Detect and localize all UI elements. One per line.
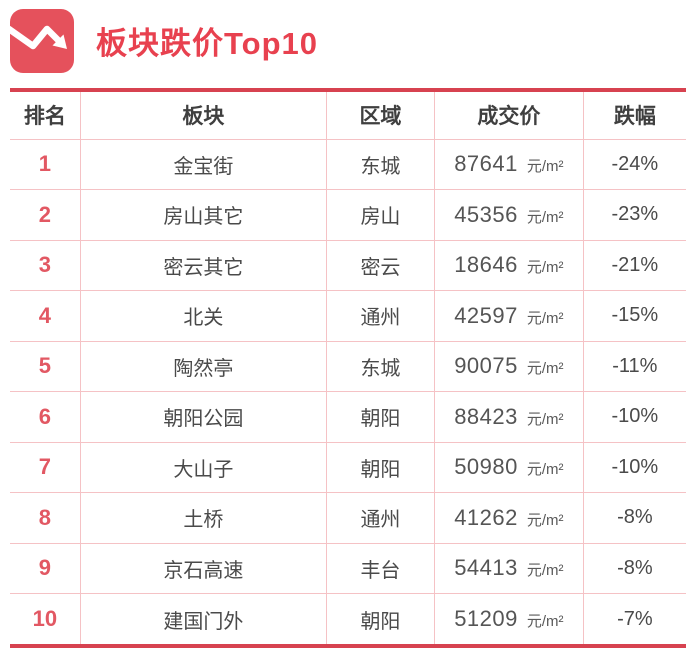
table-row: 1 金宝街 东城 87641 元/m² -24% bbox=[10, 139, 686, 190]
price-value: 54413 bbox=[454, 555, 518, 581]
drop-cell: -10% bbox=[583, 391, 686, 443]
rank-cell: 1 bbox=[10, 139, 81, 190]
rank-cell: 9 bbox=[10, 543, 81, 594]
page-title: 板块跌价Top10 bbox=[96, 26, 318, 61]
block-cell: 大山子 bbox=[80, 442, 327, 493]
price-unit: 元/m² bbox=[526, 309, 564, 327]
table-row: 9 京石高速 丰台 54413 元/m² -8% bbox=[10, 543, 686, 594]
price-cell: 18646 元/m² bbox=[434, 240, 584, 291]
drop-cell: -11% bbox=[583, 341, 686, 392]
price-cell: 88423 元/m² bbox=[434, 391, 584, 443]
price-unit: 元/m² bbox=[526, 208, 564, 226]
rank-cell: 7 bbox=[10, 442, 81, 493]
block-cell: 京石高速 bbox=[80, 543, 327, 594]
region-cell: 房山 bbox=[326, 189, 436, 241]
block-cell: 陶然亭 bbox=[80, 341, 327, 392]
rank-cell: 10 bbox=[10, 593, 81, 644]
page-header: 板块跌价Top10 bbox=[0, 0, 695, 73]
price-cell: 41262 元/m² bbox=[434, 492, 584, 544]
price-value: 87641 bbox=[454, 151, 518, 177]
block-cell: 金宝街 bbox=[80, 139, 327, 190]
price-value: 88423 bbox=[454, 403, 518, 429]
rank-cell: 3 bbox=[10, 240, 81, 291]
region-cell: 通州 bbox=[326, 492, 436, 544]
price-cell: 42597 元/m² bbox=[434, 290, 584, 342]
table-row: 4 北关 通州 42597 元/m² -15% bbox=[10, 290, 686, 342]
drop-cell: -8% bbox=[583, 492, 686, 544]
rank-cell: 5 bbox=[10, 341, 81, 392]
table-row: 3 密云其它 密云 18646 元/m² -21% bbox=[10, 240, 686, 291]
price-value: 90075 bbox=[454, 353, 518, 379]
price-value: 45356 bbox=[454, 201, 518, 227]
region-cell: 朝阳 bbox=[326, 442, 436, 493]
region-cell: 东城 bbox=[326, 139, 436, 190]
drop-cell: -8% bbox=[583, 543, 686, 594]
column-header-block: 板块 bbox=[80, 92, 327, 140]
price-value: 51209 bbox=[454, 606, 518, 631]
price-cell: 54413 元/m² bbox=[434, 543, 584, 594]
price-unit: 元/m² bbox=[526, 511, 564, 529]
price-unit: 元/m² bbox=[526, 613, 564, 630]
rank-cell: 4 bbox=[10, 290, 81, 342]
region-cell: 朝阳 bbox=[326, 593, 436, 644]
table-row: 2 房山其它 房山 45356 元/m² -23% bbox=[10, 189, 686, 241]
price-unit: 元/m² bbox=[526, 562, 564, 580]
drop-cell: -10% bbox=[583, 442, 686, 493]
drop-cell: -15% bbox=[583, 290, 686, 342]
table-row: 7 大山子 朝阳 50980 元/m² -10% bbox=[10, 442, 686, 493]
drop-cell: -23% bbox=[583, 189, 686, 241]
price-cell: 45356 元/m² bbox=[434, 189, 584, 241]
drop-cell: -24% bbox=[583, 139, 686, 190]
price-cell: 90075 元/m² bbox=[434, 341, 584, 392]
rank-cell: 6 bbox=[10, 391, 81, 443]
block-cell: 房山其它 bbox=[80, 189, 327, 241]
price-value: 42597 bbox=[454, 302, 518, 328]
block-cell: 建国门外 bbox=[80, 593, 327, 644]
column-header-price: 成交价 bbox=[434, 92, 584, 140]
price-cell: 87641 元/m² bbox=[434, 139, 584, 190]
column-header-region: 区域 bbox=[326, 92, 436, 140]
block-cell: 朝阳公园 bbox=[80, 391, 327, 443]
table-header-row: 排名 板块 区域 成交价 跌幅 bbox=[10, 92, 686, 140]
column-header-rank: 排名 bbox=[10, 92, 81, 140]
rank-cell: 2 bbox=[10, 189, 81, 241]
region-cell: 东城 bbox=[326, 341, 436, 392]
region-cell: 通州 bbox=[326, 290, 436, 342]
block-cell: 北关 bbox=[80, 290, 327, 342]
region-cell: 密云 bbox=[326, 240, 436, 291]
rank-cell: 8 bbox=[10, 492, 81, 544]
ranking-table: 排名 板块 区域 成交价 跌幅 1 金宝街 东城 87641 元/m² -24% … bbox=[10, 92, 686, 644]
table-row: 8 土桥 通州 41262 元/m² -8% bbox=[10, 492, 686, 544]
price-unit: 元/m² bbox=[526, 461, 564, 479]
price-value: 50980 bbox=[454, 454, 518, 480]
ranking-table-board: 排名 板块 区域 成交价 跌幅 1 金宝街 东城 87641 元/m² -24% … bbox=[10, 88, 686, 648]
price-unit: 元/m² bbox=[526, 360, 564, 378]
table-row: 5 陶然亭 东城 90075 元/m² -11% bbox=[10, 341, 686, 392]
trend-down-icon bbox=[10, 8, 74, 73]
price-unit: 元/m² bbox=[526, 410, 564, 428]
drop-cell: -7% bbox=[617, 607, 653, 630]
price-unit: 元/m² bbox=[526, 259, 564, 277]
price-cell: 50980 元/m² bbox=[434, 442, 584, 493]
block-cell: 土桥 bbox=[80, 492, 327, 544]
region-cell: 丰台 bbox=[326, 543, 436, 594]
table-row: 6 朝阳公园 朝阳 88423 元/m² -10% bbox=[10, 391, 686, 443]
column-header-drop: 跌幅 bbox=[583, 92, 686, 140]
region-cell: 朝阳 bbox=[326, 391, 436, 443]
price-value: 41262 bbox=[454, 504, 518, 530]
drop-cell: -21% bbox=[583, 240, 686, 291]
price-value: 18646 bbox=[454, 252, 518, 278]
price-cell: 51209 元/m² bbox=[434, 593, 584, 644]
table-row: 10 建国门外 朝阳 51209 元/m² -7% bbox=[10, 593, 686, 644]
price-unit: 元/m² bbox=[526, 158, 564, 176]
block-cell: 密云其它 bbox=[80, 240, 327, 291]
